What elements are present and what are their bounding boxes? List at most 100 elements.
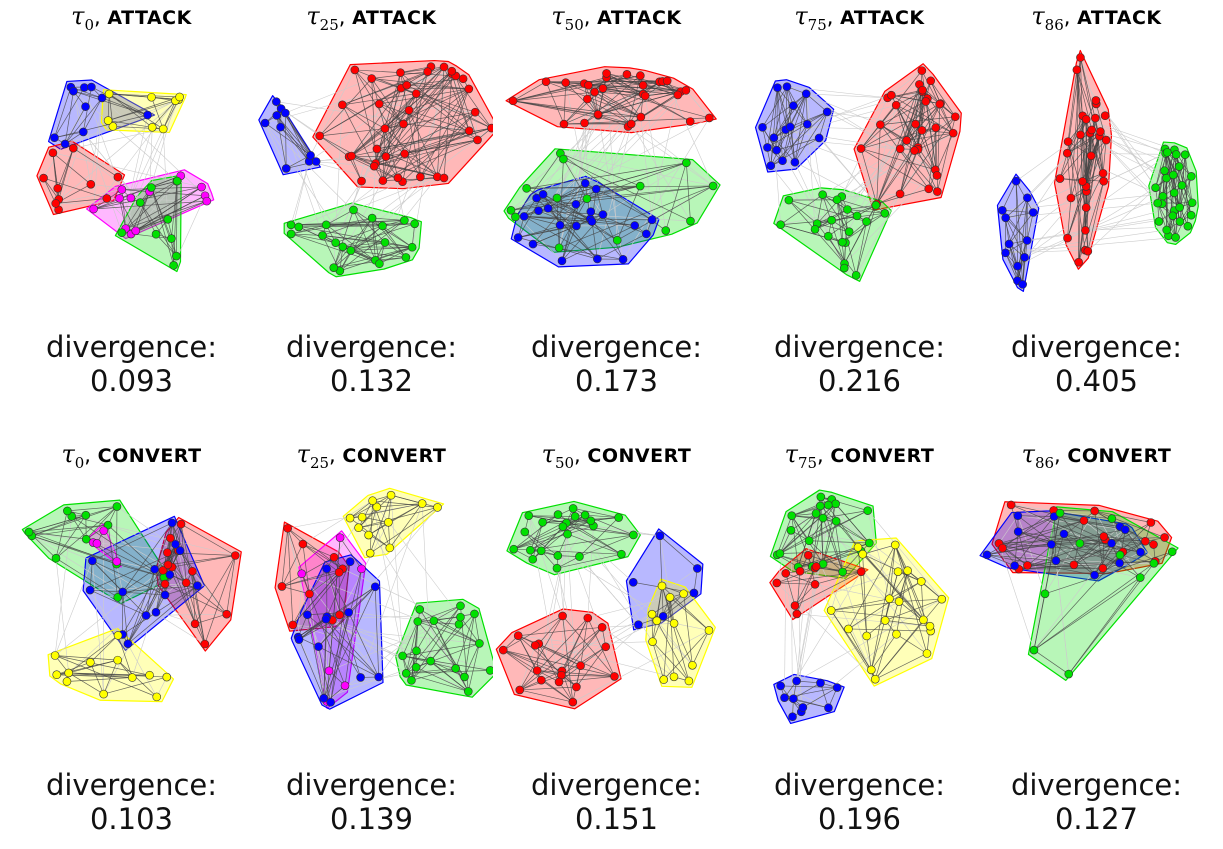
node-green <box>456 612 465 622</box>
edge <box>532 183 586 245</box>
node-red <box>402 80 412 90</box>
node-green <box>824 231 833 241</box>
tau-symbol: τ25 <box>296 440 330 472</box>
edge <box>281 568 343 587</box>
edge <box>358 527 390 549</box>
node-magenta <box>92 539 102 548</box>
edge-faint <box>773 137 915 151</box>
edge <box>503 649 538 671</box>
edge <box>831 598 890 611</box>
edge-faint <box>121 114 148 233</box>
node-red <box>411 89 421 98</box>
edge-faint <box>848 601 900 630</box>
edge <box>512 100 599 115</box>
edge-faint <box>90 97 103 185</box>
edge <box>436 66 445 177</box>
edge <box>348 156 362 182</box>
edge <box>109 93 180 98</box>
node-green <box>827 215 836 225</box>
edge <box>325 618 379 678</box>
node-green <box>380 238 390 247</box>
node-blue <box>85 585 95 595</box>
edge-faint <box>547 74 628 209</box>
node-red <box>1160 533 1169 542</box>
method-name: CONVERT <box>830 445 935 467</box>
node-magenta <box>89 204 98 214</box>
edge-faint <box>361 516 469 692</box>
node-blue <box>785 122 795 132</box>
edge <box>588 75 641 86</box>
node-red <box>636 71 645 80</box>
divergence-caption: divergence: <box>530 768 703 802</box>
node-yellow <box>417 499 427 508</box>
edge <box>530 522 543 551</box>
edge <box>626 73 681 92</box>
divergence-value: 0.139 <box>329 802 414 836</box>
node-blue <box>778 156 787 166</box>
edge <box>353 209 376 261</box>
edge <box>794 567 816 606</box>
edge <box>986 554 1095 576</box>
edge <box>1054 516 1126 531</box>
edge <box>281 543 304 587</box>
edge <box>828 235 845 264</box>
edge <box>281 586 310 595</box>
edge <box>530 520 591 551</box>
edge <box>836 199 845 264</box>
edge <box>585 514 619 518</box>
edge <box>606 73 686 91</box>
edge <box>291 233 323 236</box>
edge <box>155 233 177 257</box>
edge <box>779 513 817 554</box>
node-green <box>871 200 881 210</box>
edge <box>588 84 710 119</box>
node-blue <box>326 697 335 707</box>
node-green <box>1160 166 1169 175</box>
method-name: CONVERT <box>97 445 202 467</box>
tau-subscript: 0 <box>74 453 85 472</box>
node-red <box>856 567 866 577</box>
node-green <box>506 206 516 215</box>
edge <box>663 630 710 680</box>
edge <box>847 204 876 210</box>
node-green <box>451 664 460 673</box>
edge <box>122 544 176 635</box>
edge <box>558 676 615 683</box>
edge-faint <box>1033 529 1126 651</box>
node-red <box>917 66 927 75</box>
edge <box>1005 212 1034 219</box>
edge <box>55 510 68 559</box>
node-yellow <box>158 124 168 134</box>
node-blue <box>780 693 789 702</box>
edge <box>292 572 340 626</box>
node-red <box>1063 137 1073 146</box>
node-blue <box>814 133 824 143</box>
edge <box>532 243 624 260</box>
edge <box>788 199 818 224</box>
edge <box>894 544 908 571</box>
node-red <box>1083 246 1093 256</box>
node-green <box>103 520 113 530</box>
divergence-value: 0.093 <box>89 364 174 398</box>
edge <box>318 586 376 647</box>
node-yellow <box>147 92 156 102</box>
node-blue <box>167 518 177 528</box>
node-red <box>102 194 112 203</box>
edge <box>276 115 310 162</box>
node-blue <box>789 101 798 110</box>
edge-faint <box>561 522 567 676</box>
edge <box>510 185 641 211</box>
edge <box>55 655 118 661</box>
node-green <box>1186 210 1196 220</box>
edge <box>28 531 87 540</box>
edge <box>880 124 915 151</box>
edge-faint <box>301 573 379 678</box>
edge <box>779 550 862 554</box>
edge-faint <box>353 176 438 211</box>
node-blue <box>50 133 59 143</box>
edge-faint <box>1067 152 1177 155</box>
edge <box>669 597 710 631</box>
community-hulls <box>36 79 215 273</box>
edge <box>378 103 404 125</box>
edge-faint <box>55 99 179 204</box>
